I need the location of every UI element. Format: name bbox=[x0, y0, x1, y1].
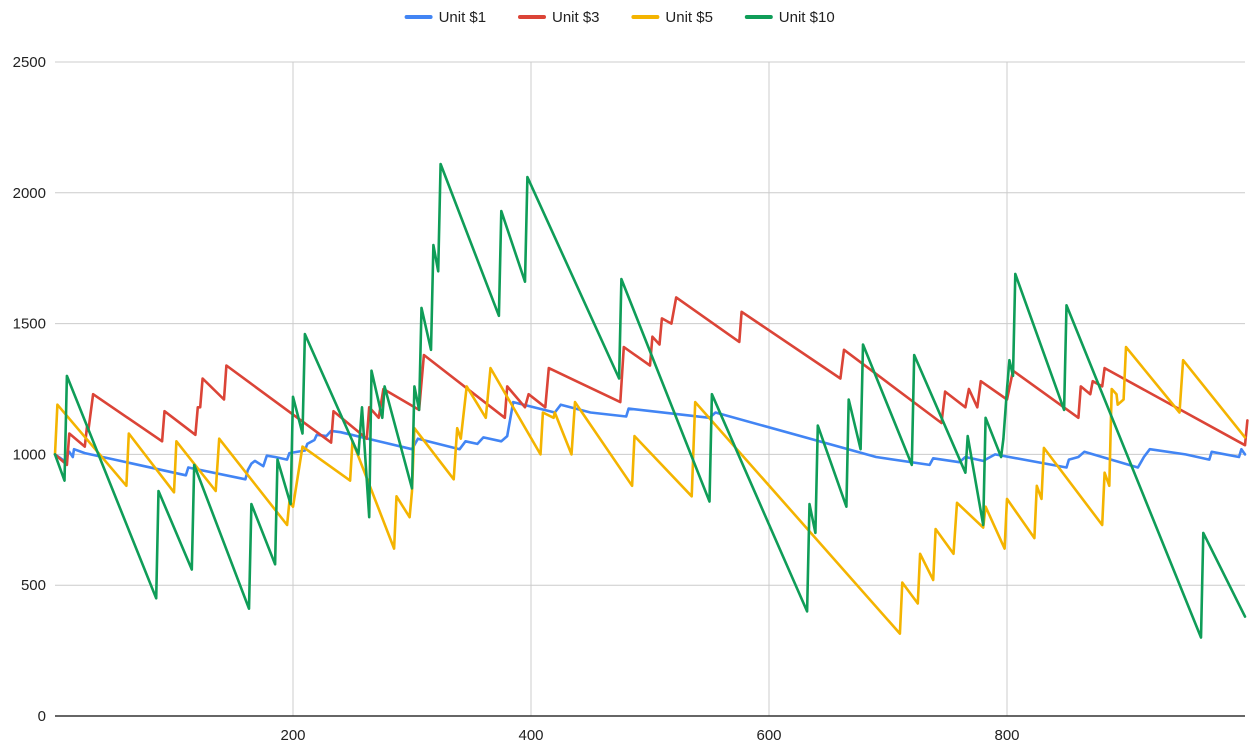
y-tick-label: 2500 bbox=[13, 54, 46, 71]
y-tick-label: 1000 bbox=[13, 446, 46, 463]
y-tick-label: 1500 bbox=[13, 316, 46, 333]
chart-series bbox=[53, 162, 1249, 639]
x-tick-label: 600 bbox=[756, 727, 781, 744]
legend-label: Unit $10 bbox=[779, 9, 835, 26]
y-axis-tick-labels: 0 500 1000 1500 2000 2500 bbox=[13, 54, 46, 725]
y-tick-label: 2000 bbox=[13, 185, 46, 202]
y-tick-label: 500 bbox=[21, 577, 46, 594]
legend-label: Unit $3 bbox=[552, 9, 600, 26]
series-line-0 bbox=[53, 400, 1247, 481]
series-line-1 bbox=[53, 296, 1249, 467]
legend-label: Unit $1 bbox=[439, 9, 487, 26]
x-tick-label: 800 bbox=[994, 727, 1019, 744]
y-tick-label: 0 bbox=[38, 708, 46, 725]
x-axis-tick-labels: 200 400 600 800 bbox=[280, 727, 1019, 744]
series-line-2 bbox=[53, 345, 1247, 635]
legend-label: Unit $5 bbox=[665, 9, 713, 26]
x-tick-label: 400 bbox=[518, 727, 543, 744]
x-tick-label: 200 bbox=[280, 727, 305, 744]
chart-legend: Unit $1 Unit $3 Unit $5 Unit $10 bbox=[404, 9, 835, 26]
series-line-3 bbox=[53, 162, 1247, 639]
chart-gridlines bbox=[55, 61, 1245, 716]
